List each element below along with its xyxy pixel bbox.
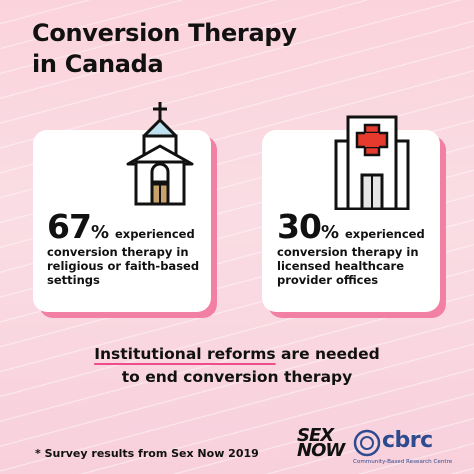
sexnow-logo-line-2: NOW xyxy=(297,440,345,461)
stat-lead-healthcare: experienced xyxy=(344,227,425,241)
stat-line-3-healthcare: provider offices xyxy=(277,273,379,287)
cbrc-emblem-icon xyxy=(353,429,381,457)
church-icon xyxy=(126,102,194,206)
stat-religious: 67% experienced conversion therapy in rel… xyxy=(47,207,237,288)
stat-percent-religious: % xyxy=(90,222,109,243)
footnote: * Survey results from Sex Now 2019 xyxy=(35,447,259,460)
stat-lead-religious: experienced xyxy=(114,227,195,241)
sexnow-logo: SEX NOW xyxy=(297,425,345,461)
stat-line-2-religious: religious or faith-based xyxy=(47,259,200,273)
stat-value-religious: 67 xyxy=(47,207,92,246)
stat-value-healthcare: 30 xyxy=(277,207,322,246)
cbrc-wordmark: cbrc xyxy=(382,428,433,453)
reform-highlight: Institutional reforms xyxy=(94,345,276,363)
reform-line-1: Institutional reforms are needed xyxy=(0,343,474,366)
cbrc-subtitle: Community-Based Research Centre xyxy=(353,459,453,465)
stat-line-2-healthcare: licensed healthcare xyxy=(277,259,404,273)
hospital-icon xyxy=(334,115,410,210)
cbrc-logo: cbrc Community-Based Research Centre xyxy=(352,428,464,470)
stat-healthcare: 30% experienced conversion therapy in lic… xyxy=(277,207,467,288)
reform-rest: are needed xyxy=(275,345,380,363)
stat-line-1-healthcare: conversion therapy in xyxy=(277,245,419,259)
reform-line-2: to end conversion therapy xyxy=(121,368,353,386)
title-line-1: Conversion Therapy xyxy=(32,19,297,47)
stat-line-3-religious: settings xyxy=(47,273,100,287)
title-line-2: in Canada xyxy=(32,50,164,78)
sexnow-logo-line-1: SEX xyxy=(297,425,334,446)
stat-percent-healthcare: % xyxy=(320,222,339,243)
stat-line-1-religious: conversion therapy in xyxy=(47,245,189,259)
page-title: Conversion Therapy in Canada xyxy=(32,18,297,80)
